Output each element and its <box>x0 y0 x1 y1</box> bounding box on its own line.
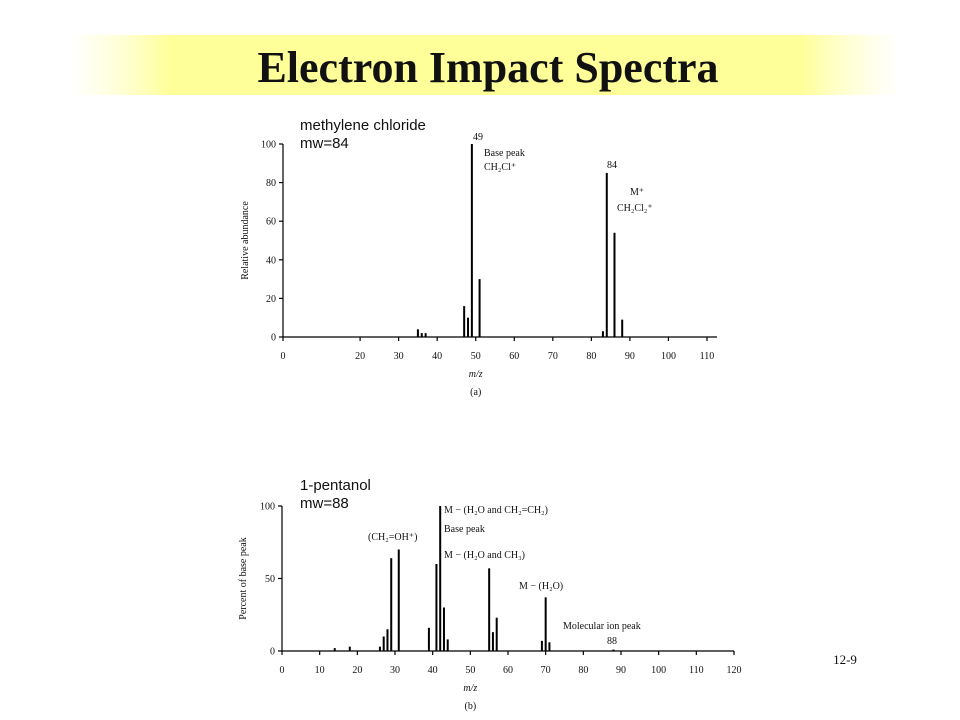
x-tick-label: 90 <box>616 665 626 676</box>
peak <box>467 317 470 337</box>
y-tick-label: 0 <box>271 333 276 344</box>
peak <box>446 639 449 651</box>
peak <box>491 632 494 651</box>
annotation: CH₂Cl⁺ <box>484 162 516 173</box>
x-tick-label: 70 <box>548 351 558 362</box>
annotation: Base peak <box>444 524 485 535</box>
y-tick-label: 100 <box>261 140 276 151</box>
peak <box>540 640 543 651</box>
peak <box>470 144 473 337</box>
x-tick-label: 30 <box>394 351 404 362</box>
peak <box>435 564 438 651</box>
peak <box>544 597 547 651</box>
annotation: Base peak <box>484 148 525 159</box>
y-tick-label: 0 <box>270 647 275 658</box>
peak <box>605 172 608 337</box>
x-tick-label: 110 <box>700 351 715 362</box>
x-tick-label: 60 <box>503 665 513 676</box>
peak <box>495 617 498 651</box>
x-tick-label: 80 <box>578 665 588 676</box>
x-tick-label: 40 <box>428 665 438 676</box>
annotation: M − (H₂O and CH₃) <box>444 550 525 561</box>
peak <box>442 607 445 651</box>
slide-title: Electron Impact Spectra <box>257 43 718 92</box>
x-tick-label: 10 <box>315 665 325 676</box>
peak <box>548 642 551 651</box>
y-axis-label: Percent of base peak <box>238 537 249 619</box>
peak <box>601 331 604 337</box>
y-tick-label: 100 <box>260 502 275 513</box>
annotation: 84 <box>607 160 617 171</box>
peak <box>427 627 430 651</box>
peak <box>348 646 351 651</box>
peak <box>397 549 400 651</box>
y-axis-label: Relative abundance <box>240 201 251 280</box>
x-tick-label: 50 <box>465 665 475 676</box>
x-tick-label: 100 <box>661 351 676 362</box>
peak <box>420 333 423 337</box>
peak <box>612 649 615 651</box>
x-axis-label: m/z <box>463 683 477 694</box>
chart-title: methylene chloride <box>300 117 426 134</box>
peak <box>488 568 491 651</box>
page-number: 12-9 <box>833 652 857 667</box>
x-tick-label: 20 <box>352 665 362 676</box>
peak <box>613 232 616 337</box>
caption: (b) <box>464 701 476 712</box>
x-tick-label: 120 <box>727 665 742 676</box>
x-tick-label: 20 <box>355 351 365 362</box>
annotation: (CH₂=OH⁺) <box>368 532 417 543</box>
x-tick-label: 30 <box>390 665 400 676</box>
annotation: M − (H₂O and CH₂=CH₂) <box>444 505 548 516</box>
chart-subtitle: mw=84 <box>300 135 349 152</box>
peak <box>439 506 442 651</box>
peak <box>424 333 427 337</box>
x-tick-label: 60 <box>509 351 519 362</box>
y-tick-label: 40 <box>266 255 276 266</box>
y-tick-label: 80 <box>266 178 276 189</box>
caption: (a) <box>470 387 481 398</box>
peak <box>463 306 466 337</box>
annotation: M⁺ <box>630 187 644 198</box>
peak <box>378 646 381 651</box>
peak <box>478 279 481 337</box>
annotation: CH₂Cl₂⁺ <box>617 203 653 214</box>
x-tick-label: 40 <box>432 351 442 362</box>
peak <box>416 329 419 337</box>
annotation: M − (H₂O) <box>519 581 563 592</box>
x-tick-label: 110 <box>689 665 704 676</box>
chart-title: 1-pentanol <box>300 477 371 494</box>
x-tick-label: 70 <box>541 665 551 676</box>
peak <box>333 648 336 651</box>
title-band <box>70 35 900 95</box>
y-tick-label: 50 <box>265 574 275 585</box>
x-tick-label: 80 <box>586 351 596 362</box>
y-tick-label: 60 <box>266 217 276 228</box>
annotation: 49 <box>473 132 483 143</box>
x-tick-label: 100 <box>651 665 666 676</box>
x-tick-label: 0 <box>280 665 285 676</box>
annotation: Molecular ion peak <box>563 621 641 632</box>
peak <box>621 319 624 337</box>
x-tick-label: 0 <box>281 351 286 362</box>
chart-subtitle: mw=88 <box>300 495 349 512</box>
annotation: 88 <box>607 636 617 647</box>
peak <box>382 636 385 651</box>
x-tick-label: 50 <box>471 351 481 362</box>
x-axis-label: m/z <box>469 369 483 380</box>
peak <box>390 558 393 651</box>
peak <box>386 629 389 651</box>
x-tick-label: 90 <box>625 351 635 362</box>
y-tick-label: 20 <box>266 294 276 305</box>
